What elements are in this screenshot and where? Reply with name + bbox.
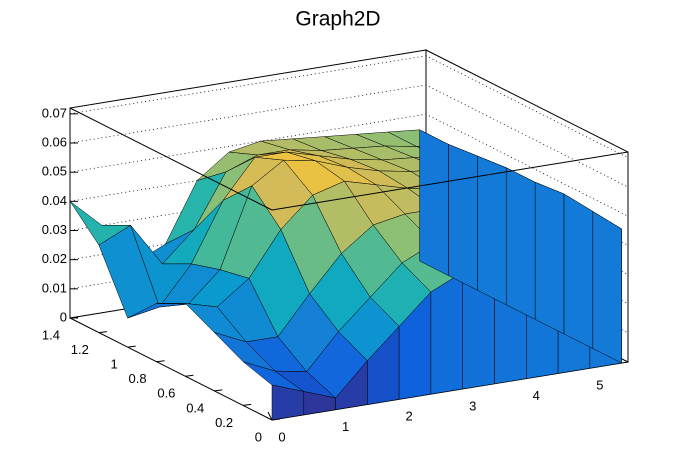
side-skirt <box>505 167 536 320</box>
chart-title: Graph2D <box>295 8 380 31</box>
box-edge <box>69 107 273 211</box>
y-tick-label: 0.6 <box>157 386 175 401</box>
y-tick-label: 1.2 <box>71 342 89 357</box>
side-skirt <box>534 181 565 335</box>
y-tick <box>69 316 79 319</box>
z-tick-label: 0.06 <box>42 134 67 149</box>
x-tick <box>267 411 273 421</box>
z-tick-label: 0.03 <box>42 222 67 237</box>
box-edge <box>271 151 629 211</box>
grid-line <box>69 84 629 188</box>
y-tick <box>185 374 194 377</box>
side-skirt <box>592 210 622 364</box>
x-tick-label: 2 <box>406 409 413 424</box>
x-tick-label: 4 <box>533 388 540 403</box>
side-skirt <box>419 129 449 277</box>
y-tick <box>127 345 136 348</box>
front-skirt <box>430 271 463 395</box>
z-tick-label: 0.04 <box>42 193 67 208</box>
z-tick-label: 0 <box>60 309 67 324</box>
grid-line <box>69 55 629 159</box>
side-skirt <box>477 155 507 306</box>
grid-line <box>69 113 629 217</box>
y-tick-label: 0 <box>255 429 262 444</box>
z-tick-label: 0.07 <box>42 105 67 120</box>
y-tick-label: 0.4 <box>186 400 204 415</box>
x-tick-label: 3 <box>469 398 476 413</box>
y-axis <box>69 317 273 421</box>
z-tick-label: 0.01 <box>42 280 67 295</box>
z-tick-label: 0.05 <box>42 164 67 179</box>
x-tick-label: 0 <box>278 429 285 444</box>
y-tick-label: 0.8 <box>128 371 146 386</box>
y-tick-label: 1 <box>110 357 117 372</box>
z-tick-label: 0.02 <box>42 251 67 266</box>
side-skirt <box>563 193 594 349</box>
side-skirt <box>448 144 478 291</box>
y-tick <box>243 403 252 406</box>
y-tick-label: 1.4 <box>42 327 60 342</box>
x-tick-label: 1 <box>342 419 349 434</box>
y-tick-label: 0.2 <box>215 415 233 430</box>
y-tick <box>98 331 107 334</box>
y-tick <box>156 360 165 363</box>
x-tick-label: 5 <box>596 378 603 393</box>
y-tick <box>214 389 223 392</box>
